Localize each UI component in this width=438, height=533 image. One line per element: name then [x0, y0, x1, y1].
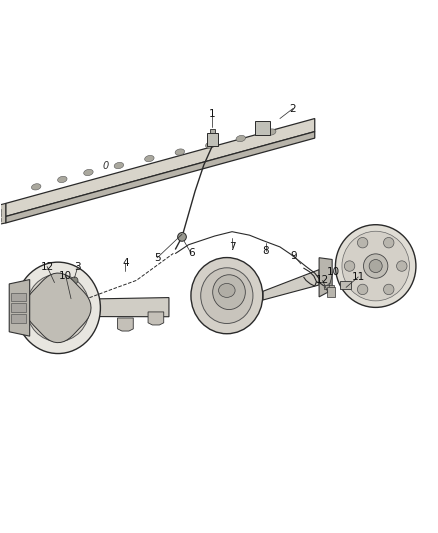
Circle shape [384, 238, 394, 248]
Text: 10: 10 [326, 266, 339, 277]
Circle shape [344, 261, 355, 271]
Polygon shape [25, 273, 91, 343]
Polygon shape [82, 297, 169, 317]
Bar [340, 281, 351, 289]
Polygon shape [9, 279, 30, 336]
Bar [0, 218, 1, 221]
Ellipse shape [219, 284, 235, 297]
Polygon shape [148, 312, 164, 325]
Bar [11, 303, 26, 312]
Circle shape [71, 277, 78, 284]
Ellipse shape [175, 149, 184, 155]
Ellipse shape [336, 225, 416, 308]
Ellipse shape [46, 295, 71, 320]
Ellipse shape [266, 129, 276, 135]
Text: 2: 2 [290, 103, 296, 114]
Ellipse shape [191, 257, 263, 334]
Circle shape [178, 232, 186, 241]
Bar [69, 296, 78, 301]
Text: 12: 12 [40, 262, 54, 271]
Polygon shape [263, 270, 319, 300]
Text: 12: 12 [316, 276, 329, 286]
Ellipse shape [51, 301, 65, 315]
Ellipse shape [213, 274, 245, 310]
Text: 7: 7 [229, 242, 235, 252]
Ellipse shape [15, 262, 100, 353]
Ellipse shape [114, 163, 124, 168]
Text: 3: 3 [74, 262, 81, 272]
Ellipse shape [236, 135, 245, 142]
Text: 6: 6 [188, 248, 194, 259]
Ellipse shape [32, 184, 41, 190]
Polygon shape [0, 204, 6, 225]
Circle shape [364, 254, 388, 278]
Text: 0: 0 [103, 161, 109, 172]
Text: 4: 4 [122, 258, 129, 268]
Ellipse shape [57, 176, 67, 183]
Text: 1: 1 [209, 109, 215, 119]
Bar [11, 293, 26, 301]
Polygon shape [6, 118, 315, 216]
Bar [254, 121, 270, 135]
Text: 5: 5 [154, 253, 160, 263]
Circle shape [357, 238, 368, 248]
Polygon shape [319, 258, 332, 297]
Bar [327, 287, 335, 297]
Ellipse shape [84, 169, 93, 176]
Bar [11, 314, 26, 323]
Circle shape [384, 284, 394, 295]
Ellipse shape [26, 274, 89, 342]
Bar [53, 278, 61, 287]
Bar [207, 133, 218, 146]
Ellipse shape [201, 268, 253, 324]
Ellipse shape [205, 142, 215, 148]
Text: 8: 8 [263, 246, 269, 256]
Bar [0, 209, 1, 212]
Circle shape [357, 284, 368, 295]
Bar [324, 285, 334, 289]
Bar [210, 129, 215, 133]
Bar [0, 213, 1, 216]
Polygon shape [117, 318, 133, 331]
Text: 11: 11 [352, 272, 365, 282]
Text: 9: 9 [290, 251, 297, 261]
Circle shape [369, 260, 382, 272]
Polygon shape [6, 132, 315, 223]
Text: 10: 10 [59, 271, 72, 281]
Ellipse shape [342, 231, 410, 301]
Ellipse shape [145, 156, 154, 161]
Circle shape [396, 261, 407, 271]
